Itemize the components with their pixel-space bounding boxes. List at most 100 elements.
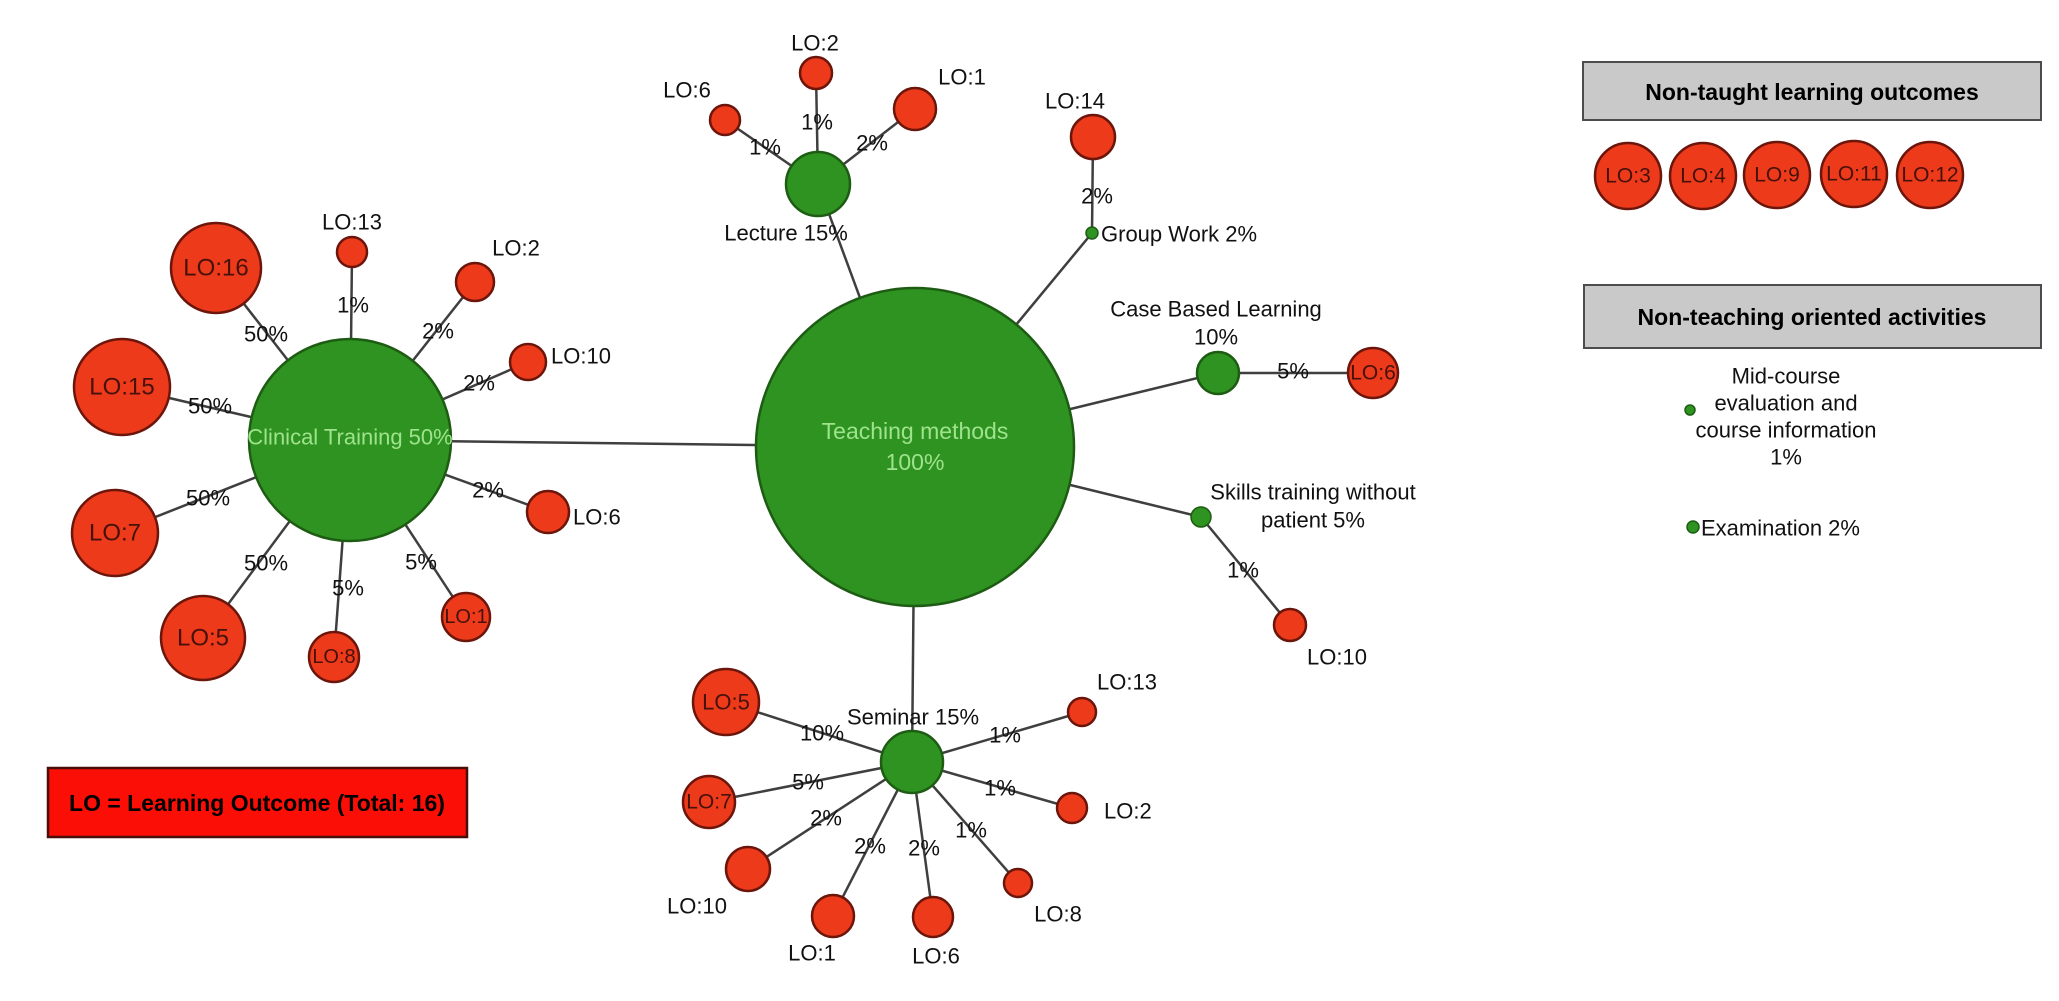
edge-label-seminar--seminar-lo7: 5% [792,770,824,795]
node-label-seminar-lo7: LO:7 [686,791,732,814]
edge-label-seminar--seminar-lo1: 2% [854,834,886,859]
edge-label-clinical-training--ct-lo15: 50% [188,394,232,419]
node-ct-lo6 [525,489,571,535]
node-label-lecture-lo1: LO:1 [938,65,986,90]
node-lecture-lo6 [708,103,742,137]
node-label-clinical-training: Clinical Training 50% [247,425,452,450]
node-lecture-lo2 [798,55,834,91]
node-label-nt-lo3: LO:3 [1605,165,1651,188]
edge-label-seminar--seminar-lo2: 1% [984,776,1016,801]
legend: LO = Learning Outcome (Total: 16) [46,766,469,839]
node-ct-lo15 [72,337,172,437]
edge-label-seminar--seminar-lo13: 1% [989,723,1021,748]
edge-label-lecture--lecture-lo1: 2% [856,131,888,156]
node-label-seminar: Seminar 15% [847,705,979,730]
node-seminar-lo1 [810,893,856,939]
node-label-nt-lo4: LO:4 [1680,165,1726,188]
node-teaching-methods [754,286,1076,608]
node-lecture [784,150,852,218]
node-ct-lo16 [169,221,263,315]
node-label-seminar-lo13: LO:13 [1097,670,1157,695]
non-taught-header-box [1582,61,2042,121]
node-label-ct-lo2: LO:2 [492,236,540,261]
node-ct-lo7 [70,488,160,578]
non-teaching-header-title: Non-teaching oriented activities [1638,304,1987,330]
node-label-ct-lo5: LO:5 [177,625,229,652]
node-seminar-lo5 [691,667,761,737]
node-label-seminar-lo8: LO:8 [1034,902,1082,927]
non-teaching-header-box [1583,284,2042,349]
node-label-examination: Examination 2% [1701,516,1860,541]
non-taught-panel: Non-taught learning outcomes [1582,61,2042,121]
edge-label-clinical-training--ct-lo1: 5% [405,550,437,575]
node-label-ct-lo7: LO:7 [89,520,141,547]
node-seminar-lo10 [724,845,772,893]
edge-label-clinical-training--ct-lo5: 50% [244,551,288,576]
node-label-ct-lo10: LO:10 [551,344,611,369]
edge-label-seminar--seminar-lo10: 2% [810,806,842,831]
node-label-ct-lo16: LO:16 [183,255,248,282]
edge-label-clinical-training--ct-lo2: 2% [422,319,454,344]
edge-label-lecture--lecture-lo6: 1% [749,135,781,160]
node-cbl-lo6 [1346,346,1400,400]
legend-label: LO = Learning Outcome (Total: 16) [69,790,445,816]
edge-label-clinical-training--ct-lo7: 50% [186,486,230,511]
node-label-ct-lo1: LO:1 [444,606,487,628]
node-label-seminar-lo5: LO:5 [702,690,750,715]
edge-label-group-work--group-work-lo14: 2% [1081,184,1113,209]
node-nt-lo12 [1895,140,1965,210]
node-label-nt-lo12: LO:12 [1901,164,1958,187]
node-label-seminar-lo6: LO:6 [912,944,960,969]
node-label-seminar-lo10: LO:10 [667,894,727,919]
edge-label-seminar--seminar-lo6: 2% [908,836,940,861]
edge-label-clinical-training--ct-lo6: 2% [472,478,504,503]
node-ct-lo13 [335,235,369,269]
node-seminar-lo6 [911,895,955,939]
edge-label-seminar--seminar-lo8: 1% [955,818,987,843]
node-mid-course [1684,404,1696,416]
node-seminar-lo7 [681,774,737,830]
node-label-mid-course-line2: evaluation and [1714,391,1857,416]
node-ct-lo10 [508,342,548,382]
node-label-lecture-lo6: LO:6 [663,78,711,103]
node-nt-lo11 [1819,139,1889,209]
node-skills-lo10 [1272,607,1308,643]
node-label-ct-lo8: LO:8 [312,646,355,668]
node-label-case-based-learning-line2: 10% [1194,325,1238,350]
labels-layer: 2% 5% 1% 50% 1% 2% 50% 2% 50% 2% 50% 5% 5% 1% 1% 2% 10% 5… [89,31,1959,969]
node-clinical-training [247,337,453,543]
legend-box [46,766,469,839]
node-case-based-learning [1195,350,1241,396]
node-label-teaching-methods-line1: Teaching methods [822,418,1009,444]
node-label-skills-training-line2: patient 5% [1261,508,1365,533]
node-nt-lo3 [1593,141,1663,211]
node-label-lecture: Lecture 15% [724,221,848,246]
node-ct-lo2 [454,261,496,303]
node-group-work-lo14 [1069,113,1117,161]
non-taught-header-title: Non-taught learning outcomes [1645,79,1979,105]
edge-label-skills-training--skills-lo10: 1% [1227,558,1259,583]
node-label-teaching-methods-line2: 100% [886,449,945,475]
node-label-ct-lo15: LO:15 [89,374,154,401]
node-group-work [1085,226,1099,240]
node-examination [1686,520,1700,534]
nodes-layer [70,55,1965,939]
node-seminar-lo2 [1055,791,1089,825]
node-label-case-based-learning-line1: Case Based Learning [1110,297,1322,322]
edge-label-seminar--seminar-lo5: 10% [800,721,844,746]
edge-seminar--seminar-lo10 [747,760,913,871]
node-label-cbl-lo6: LO:6 [1350,362,1396,385]
edge-label-case-based-learning--cbl-lo6: 5% [1277,359,1309,384]
node-label-seminar-lo2: LO:2 [1104,799,1152,824]
edge-label-lecture--lecture-lo2: 1% [801,110,833,135]
node-seminar-lo8 [1002,867,1034,899]
edge-skills-training--skills-lo10 [1200,516,1291,626]
node-label-nt-lo9: LO:9 [1754,164,1800,187]
node-seminar [879,729,945,795]
node-label-ct-lo13: LO:13 [322,210,382,235]
non-teaching-panel: Non-teaching oriented activities [1583,284,2042,349]
node-label-group-work-lo14: LO:14 [1045,89,1105,114]
node-ct-lo5 [159,594,247,682]
node-label-mid-course-line1: Mid-course [1732,364,1841,389]
